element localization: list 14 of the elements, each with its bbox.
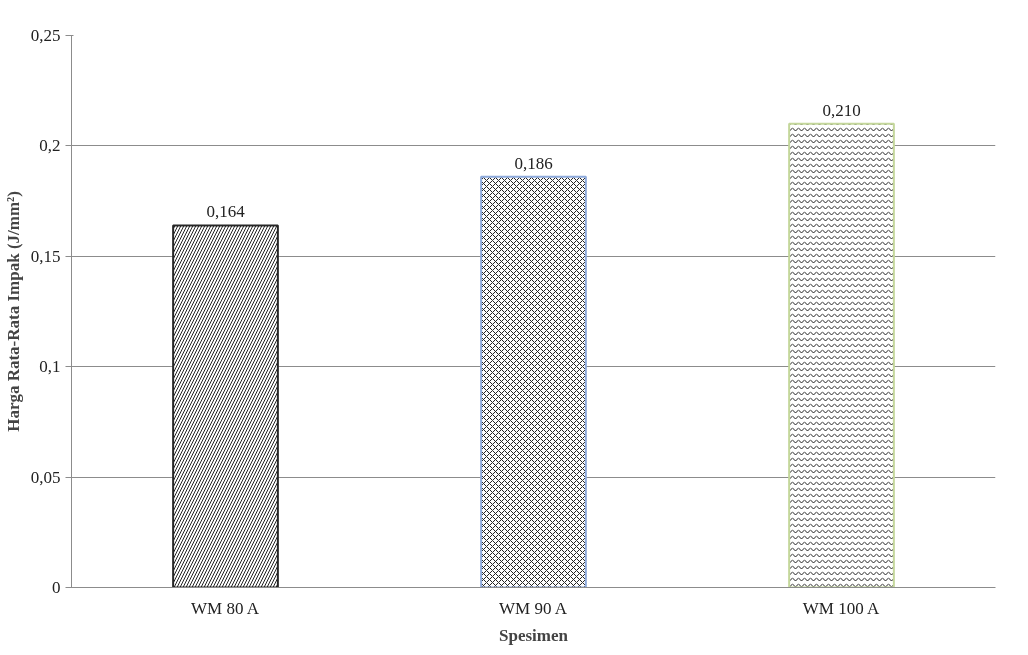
y-tick-label: 0,1 — [39, 357, 61, 377]
y-tick-label: 0 — [52, 578, 61, 597]
y-tick-label: 0,05 — [30, 467, 61, 487]
y-axis-title: Harga Rata-Rata Impak (J/mm²) — [3, 191, 23, 432]
x-tick-label: WM 80 A — [191, 598, 260, 618]
y-tick-label: 0,15 — [30, 246, 61, 266]
x-axis-title: Spesimen — [499, 625, 569, 645]
data-label: 0,210 — [822, 100, 861, 120]
y-tick-label: 0,2 — [39, 136, 61, 156]
y-tick-label: 0,25 — [30, 26, 61, 45]
data-label: 0,164 — [206, 202, 246, 222]
data-label: 0,186 — [514, 153, 553, 173]
x-tick-label: WM 90 A — [499, 598, 568, 618]
x-tick-label: WM 100 A — [802, 598, 880, 618]
